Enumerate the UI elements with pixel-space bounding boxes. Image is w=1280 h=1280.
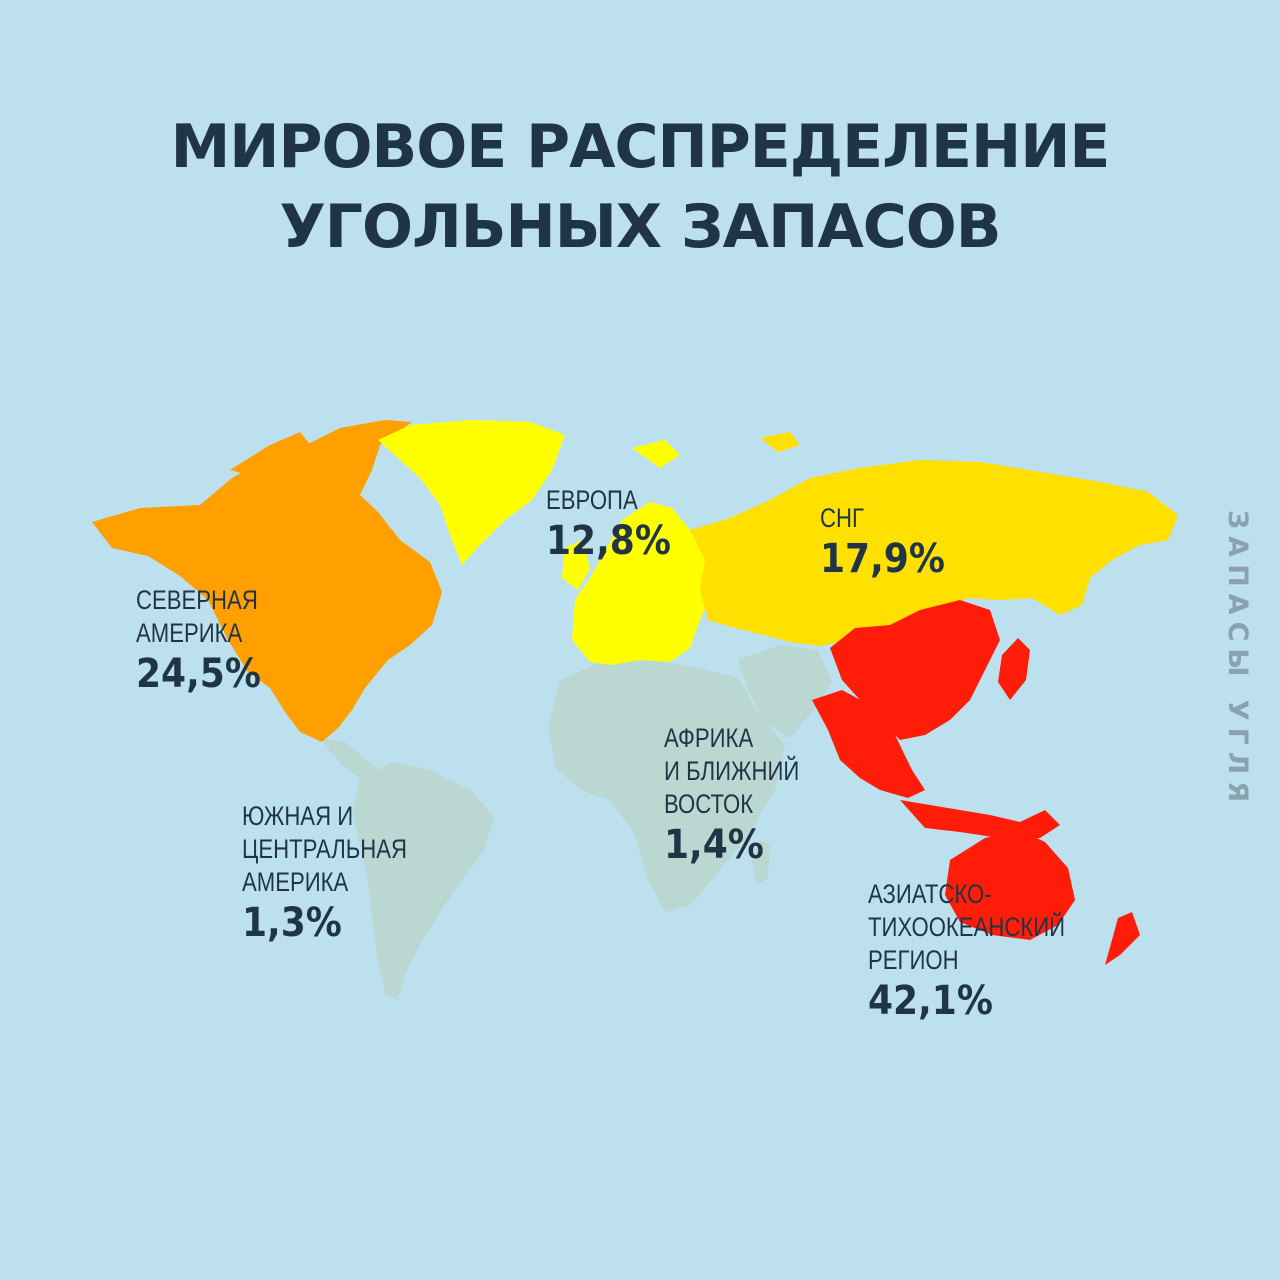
- british-isles-shape: [562, 540, 590, 590]
- region-percent: 17,9%: [820, 536, 945, 582]
- region-name-line: И БЛИЖНИЙ: [664, 756, 800, 786]
- region-shape-asia-pacific: [812, 600, 1140, 965]
- region-name-line: АЗИАТСКО-: [868, 879, 992, 909]
- label-africa-mideast: АФРИКА И БЛИЖНИЙ ВОСТОК 1,4%: [664, 722, 829, 869]
- label-north-america: СЕВЕРНАЯ АМЕРИКА 24,5%: [136, 584, 285, 698]
- region-name-line: АМЕРИКА: [242, 867, 349, 897]
- region-shape-africa-mideast: [548, 645, 832, 912]
- region-name-line: СНГ: [820, 503, 864, 533]
- region-name-line: АМЕРИКА: [136, 618, 243, 648]
- label-cis: СНГ 17,9%: [820, 502, 959, 583]
- region-name-line: АФРИКА: [664, 723, 754, 753]
- region-percent: 1,3%: [242, 900, 342, 946]
- india-southeast-asia-shape: [812, 690, 925, 798]
- region-name-line: СЕВЕРНАЯ: [136, 585, 258, 615]
- region-shape-europe: [378, 420, 712, 665]
- cis-shape: [690, 460, 1178, 646]
- title-line-2: УГОЛЬНЫХ ЗАПАСОВ: [279, 192, 1001, 262]
- region-percent: 1,4%: [664, 822, 764, 868]
- region-percent: 42,1%: [868, 978, 993, 1024]
- new-zealand-shape: [1105, 912, 1140, 965]
- north-america-shape: [92, 420, 442, 742]
- europe-shape: [572, 502, 712, 665]
- madagascar-shape: [752, 840, 770, 885]
- region-shape-north-america: [92, 420, 442, 742]
- indonesia-shape: [900, 800, 1060, 838]
- region-shape-cis: [690, 432, 1178, 646]
- region-name-line: РЕГИОН: [868, 945, 959, 975]
- region-percent: 12,8%: [546, 518, 671, 564]
- region-percent: 24,5%: [136, 651, 261, 697]
- africa-shape: [548, 660, 785, 912]
- region-name-line: ТИХООКЕАНСКИЙ: [868, 912, 1066, 942]
- middle-east-shape: [738, 645, 832, 738]
- title-line-1: МИРОВОЕ РАСПРЕДЕЛЕНИЕ: [170, 112, 1111, 182]
- label-south-central-america: ЮЖНАЯ И ЦЕНТРАЛЬНАЯ АМЕРИКА 1,3%: [242, 800, 443, 947]
- australia-shape: [945, 830, 1075, 940]
- svalbard-shape: [632, 440, 680, 468]
- label-europe: ЕВРОПА 12,8%: [546, 484, 685, 565]
- side-caption: ЗАПАСЫ УГЛЯ: [1222, 510, 1253, 809]
- greenland-shape: [378, 420, 565, 565]
- japan-shape: [998, 638, 1030, 700]
- region-name-line: ЦЕНТРАЛЬНАЯ: [242, 834, 408, 864]
- region-shape-south-central-america: [322, 738, 494, 1000]
- region-name-line: ВОСТОК: [664, 789, 754, 819]
- china-shape: [830, 600, 1000, 740]
- region-name-line: ЮЖНАЯ И: [242, 801, 354, 831]
- label-asia-pacific: АЗИАТСКО- ТИХООКЕАНСКИЙ РЕГИОН 42,1%: [868, 878, 1108, 1025]
- arctic-archipelago-shape: [760, 432, 800, 452]
- south-america-shape: [352, 762, 494, 1000]
- region-name-line: ЕВРОПА: [546, 485, 638, 515]
- arctic-islands-shape: [230, 432, 316, 478]
